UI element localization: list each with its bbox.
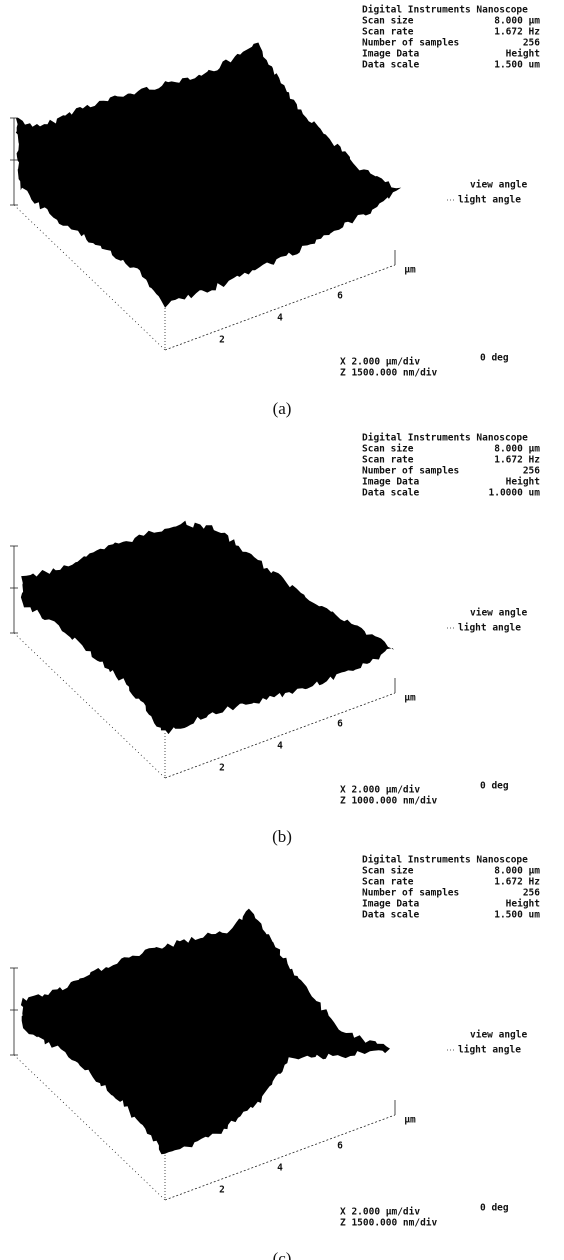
header-value: 1.500 um — [494, 60, 540, 71]
scale-text: Z 1500.000 nm/div — [340, 368, 438, 379]
axis-label: 4 — [277, 741, 283, 752]
header-label: Number of samples — [362, 466, 459, 477]
figure: Digital Instruments NanoscopeScan size8.… — [0, 0, 564, 1260]
axis-label: 6 — [337, 1141, 343, 1152]
axis-label: µm — [404, 693, 416, 704]
header-title: Digital Instruments Nanoscope — [362, 433, 528, 444]
axis-label: µm — [404, 1115, 416, 1126]
header-label: Image Data — [362, 477, 419, 488]
header-value: 8.000 µm — [494, 444, 540, 455]
header-value: 1.0000 um — [489, 488, 541, 499]
header-label: Image Data — [362, 49, 419, 60]
view-angle: view angle — [470, 608, 527, 619]
axis-label: 4 — [277, 1163, 283, 1174]
light-angle: light angle — [458, 1045, 521, 1056]
axis-label: 2 — [219, 335, 225, 346]
header-value: 256 — [523, 38, 540, 49]
scale-text: Z 1000.000 nm/div — [340, 796, 438, 807]
header-value: Height — [506, 49, 540, 60]
header-label: Data scale — [362, 910, 419, 921]
header-value: 256 — [523, 466, 540, 477]
header-value: Height — [506, 899, 540, 910]
rotation: 0 deg — [480, 781, 509, 792]
header-title: Digital Instruments Nanoscope — [362, 5, 528, 16]
surface — [21, 521, 394, 735]
header-value: 1.500 um — [494, 910, 540, 921]
caption: (c) — [273, 1249, 292, 1260]
caption: (b) — [272, 827, 292, 846]
light-angle: light angle — [458, 195, 521, 206]
rotation: 0 deg — [480, 353, 509, 364]
header-label: Scan rate — [362, 455, 414, 466]
header-label: Image Data — [362, 899, 419, 910]
header-value: 256 — [523, 888, 540, 899]
page: {"panels": [ {"header": {"title": "Digit… — [0, 0, 564, 1260]
header-value: 8.000 µm — [494, 16, 540, 27]
header-title: Digital Instruments Nanoscope — [362, 855, 528, 866]
axis-label: 6 — [337, 719, 343, 730]
view-angle: view angle — [470, 1030, 527, 1041]
axis-label: 4 — [277, 313, 283, 324]
header-value: 1.672 Hz — [494, 27, 540, 38]
header-label: Data scale — [362, 60, 419, 71]
header-label: Scan rate — [362, 877, 414, 888]
caption: (a) — [273, 399, 292, 418]
axis-label: µm — [404, 265, 416, 276]
header-label: Data scale — [362, 488, 419, 499]
surface — [21, 909, 390, 1155]
axis-label: 6 — [337, 291, 343, 302]
rotation: 0 deg — [480, 1203, 509, 1214]
header-label: Scan size — [362, 866, 414, 877]
header-label: Number of samples — [362, 38, 459, 49]
light-angle: light angle — [458, 623, 521, 634]
scale-text: X 2.000 µm/div — [340, 1207, 420, 1218]
header-value: 1.672 Hz — [494, 877, 540, 888]
header-label: Number of samples — [362, 888, 459, 899]
scale-text: Z 1500.000 nm/div — [340, 1218, 438, 1229]
header-value: 8.000 µm — [494, 866, 540, 877]
scale-text: X 2.000 µm/div — [340, 357, 420, 368]
header-value: 1.672 Hz — [494, 455, 540, 466]
view-angle: view angle — [470, 180, 527, 191]
header-value: Height — [506, 477, 540, 488]
header-label: Scan size — [362, 16, 414, 27]
scale-text: X 2.000 µm/div — [340, 785, 420, 796]
surface — [16, 43, 401, 308]
axis-label: 2 — [219, 1185, 225, 1196]
axis-label: 2 — [219, 763, 225, 774]
header-label: Scan rate — [362, 27, 414, 38]
header-label: Scan size — [362, 444, 414, 455]
